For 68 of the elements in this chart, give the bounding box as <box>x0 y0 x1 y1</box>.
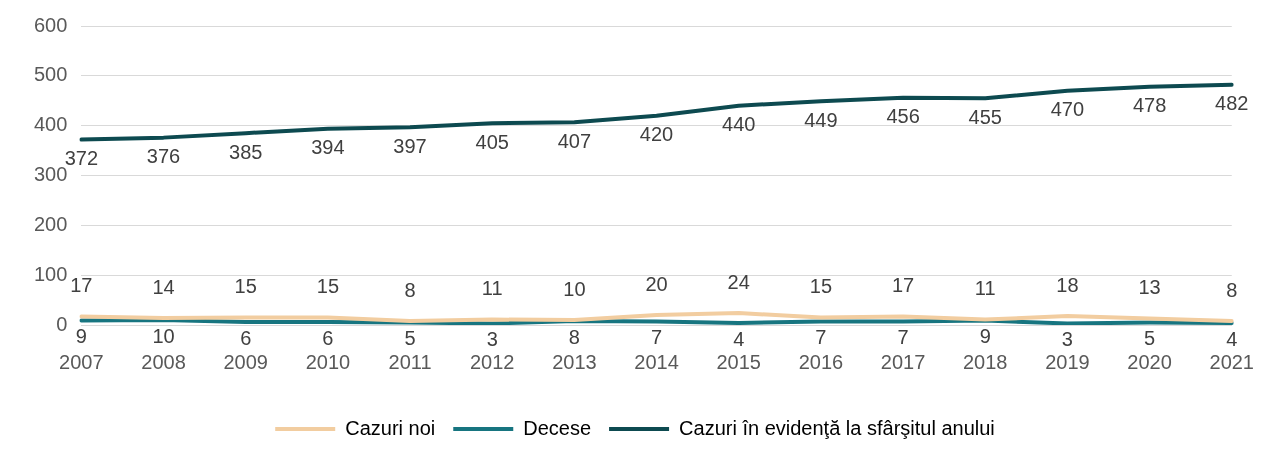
data-label: 470 <box>1050 98 1085 121</box>
y-tick-label: 200 <box>33 212 68 235</box>
data-label: 6 <box>322 326 334 349</box>
legend-label: Decese <box>523 416 592 439</box>
x-tick-label: 2007 <box>59 350 104 373</box>
data-label: 8 <box>1226 278 1238 301</box>
data-label: 20 <box>645 272 668 295</box>
data-label: 17 <box>70 274 93 297</box>
data-label: 376 <box>146 145 181 168</box>
x-tick-label: 2010 <box>305 350 351 373</box>
x-tick-label: 2021 <box>1209 350 1254 373</box>
x-tick-label: 2015 <box>716 350 761 373</box>
data-label: 7 <box>815 326 827 349</box>
x-tick-label: 2013 <box>552 350 597 373</box>
x-tick-label: 2017 <box>880 350 926 373</box>
y-tick-label: 0 <box>56 312 68 335</box>
data-label: 14 <box>152 275 175 298</box>
data-label: 482 <box>1215 92 1249 115</box>
data-label: 3 <box>1061 328 1073 351</box>
data-label: 449 <box>804 108 838 131</box>
data-label: 15 <box>234 275 257 298</box>
data-label: 15 <box>316 275 340 298</box>
x-tick-label: 2008 <box>141 350 186 373</box>
data-label: 4 <box>1226 327 1238 350</box>
x-tick-label: 2016 <box>798 350 844 373</box>
data-label: 8 <box>404 278 416 301</box>
data-label: 405 <box>475 130 509 153</box>
data-label: 5 <box>1144 327 1156 350</box>
legend-label: Cazuri noi <box>345 416 436 439</box>
data-label: 455 <box>968 105 1002 128</box>
data-label: 13 <box>1138 276 1161 299</box>
data-label: 10 <box>152 324 175 347</box>
data-label: 8 <box>568 325 580 348</box>
x-tick-label: 2014 <box>634 350 679 373</box>
data-label: 7 <box>651 326 663 349</box>
data-label: 478 <box>1132 94 1167 117</box>
data-label: 420 <box>639 123 674 146</box>
data-label: 15 <box>809 275 833 298</box>
data-label: 6 <box>240 326 252 349</box>
data-label: 17 <box>891 274 915 297</box>
data-label: 5 <box>404 327 416 350</box>
legend-label: Cazuri în evidenţă la sfârşitul anului <box>679 416 995 439</box>
data-label: 11 <box>481 277 503 300</box>
x-tick-label: 2009 <box>223 350 268 373</box>
x-tick-label: 2020 <box>1127 350 1172 373</box>
y-tick-label: 400 <box>33 113 68 136</box>
data-label: 407 <box>557 129 592 152</box>
data-label: 4 <box>733 327 745 350</box>
y-tick-label: 500 <box>33 63 68 86</box>
data-label: 397 <box>393 134 427 157</box>
data-label: 11 <box>974 277 996 300</box>
data-label: 385 <box>229 140 263 163</box>
data-label: 18 <box>1056 273 1079 296</box>
data-label: 7 <box>897 326 909 349</box>
y-tick-label: 600 <box>33 13 68 36</box>
x-tick-label: 2019 <box>1045 350 1090 373</box>
data-label: 9 <box>75 325 87 348</box>
data-label: 394 <box>311 136 345 159</box>
data-label: 440 <box>722 113 756 136</box>
y-tick-label: 100 <box>33 262 68 285</box>
data-label: 456 <box>886 105 920 128</box>
data-label: 10 <box>563 277 586 300</box>
data-label: 24 <box>727 270 750 293</box>
x-tick-label: 2012 <box>469 350 515 373</box>
x-tick-label: 2018 <box>962 350 1008 373</box>
x-tick-label: 2011 <box>388 350 432 373</box>
data-label: 9 <box>979 325 991 348</box>
data-label: 3 <box>486 328 498 351</box>
